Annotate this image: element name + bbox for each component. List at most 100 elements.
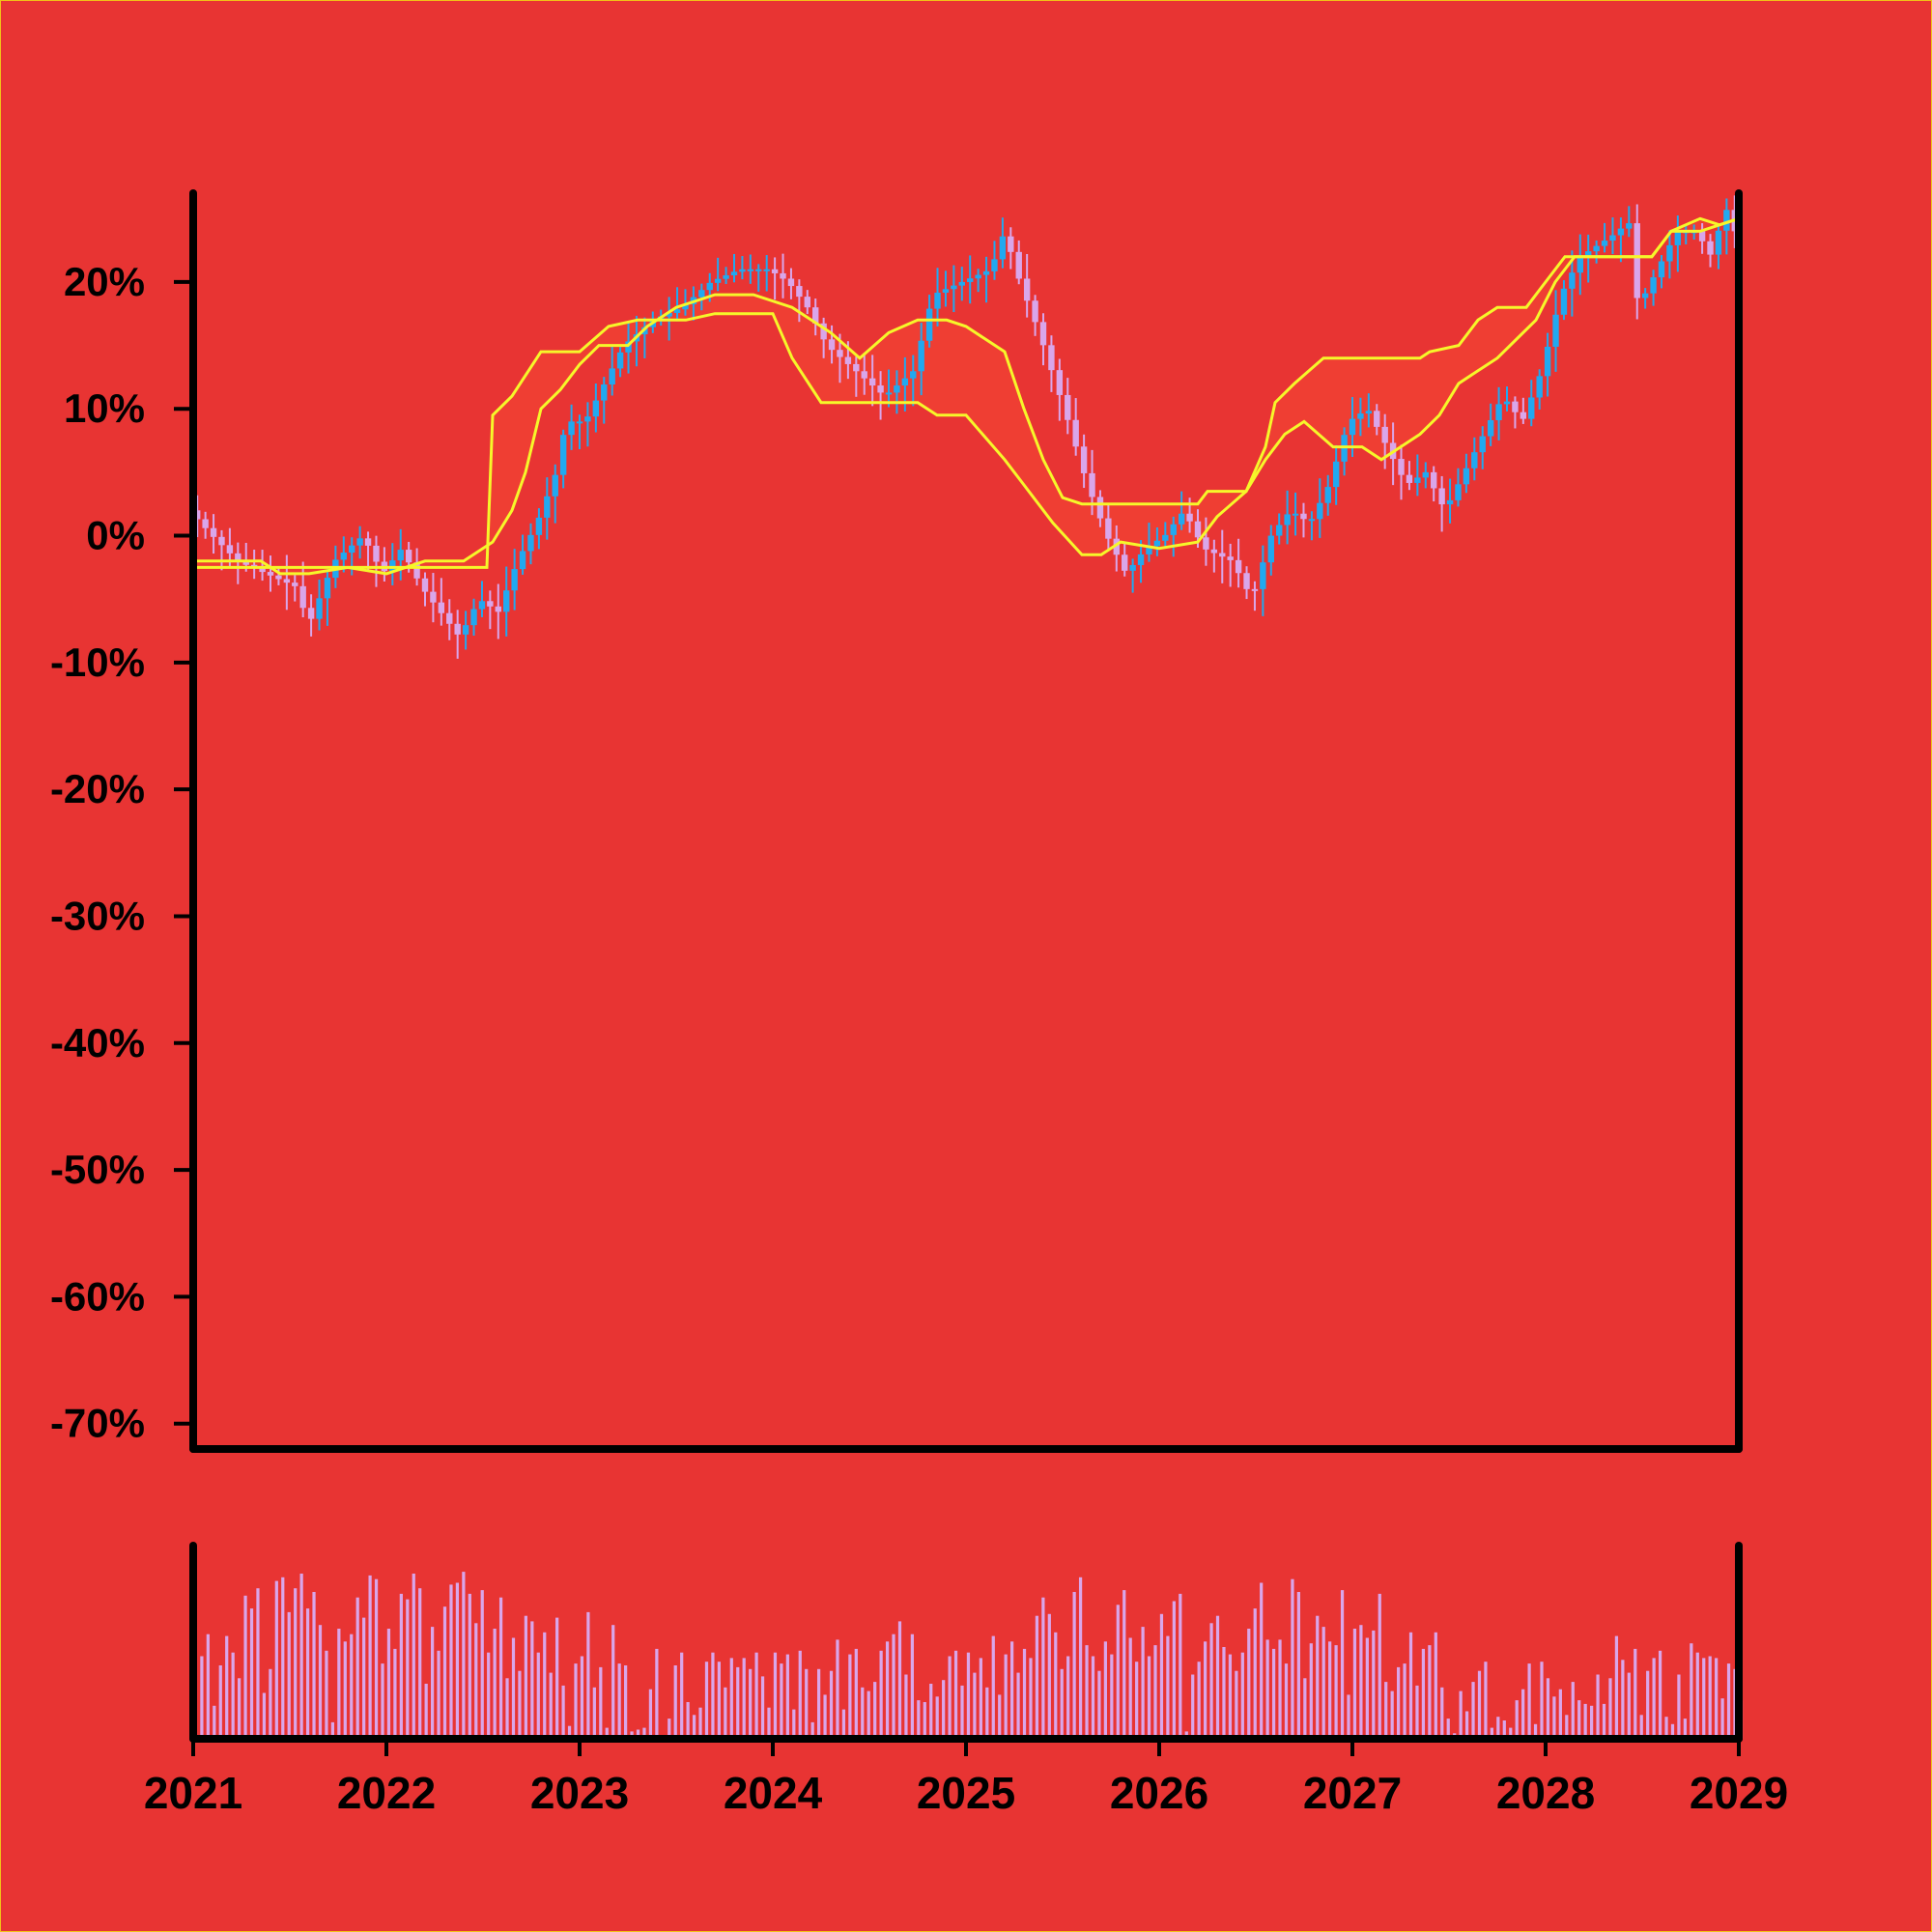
volume-bar bbox=[1702, 1658, 1706, 1739]
volume-bar bbox=[381, 1663, 384, 1739]
candle-body bbox=[1585, 251, 1592, 257]
candle-body bbox=[559, 435, 567, 475]
volume-bar bbox=[1533, 1723, 1538, 1739]
volume-bar bbox=[368, 1575, 372, 1739]
volume-bar bbox=[1010, 1641, 1014, 1739]
candle-body bbox=[364, 538, 372, 546]
candle-body bbox=[527, 534, 534, 552]
candle-body bbox=[1569, 272, 1576, 289]
volume-bar bbox=[1378, 1593, 1381, 1739]
volume-bar bbox=[798, 1650, 802, 1739]
candle-body bbox=[1194, 521, 1202, 538]
volume-bar bbox=[729, 1658, 733, 1739]
volume-bar bbox=[580, 1656, 584, 1739]
candle-body bbox=[1065, 394, 1071, 420]
candle-body bbox=[925, 308, 933, 341]
candle-body bbox=[1487, 419, 1494, 437]
volume-bar bbox=[312, 1592, 316, 1739]
candle-layer bbox=[194, 195, 1738, 659]
candle-body bbox=[1634, 223, 1640, 298]
volume-bar bbox=[487, 1652, 491, 1739]
candle-body bbox=[730, 271, 738, 276]
volume-bar bbox=[841, 1709, 846, 1739]
candle-body bbox=[349, 545, 355, 554]
volume-bar bbox=[867, 1690, 870, 1739]
candle-body bbox=[1324, 487, 1331, 503]
volume-bar bbox=[1477, 1670, 1482, 1739]
volume-bar bbox=[225, 1635, 229, 1739]
volume-bar bbox=[386, 1629, 391, 1739]
candle-body bbox=[763, 269, 770, 271]
volume-bar bbox=[1004, 1654, 1008, 1739]
candle-body bbox=[1162, 534, 1169, 541]
volume-bar bbox=[1265, 1639, 1269, 1739]
volume-bar bbox=[524, 1615, 527, 1739]
volume-bar bbox=[998, 1694, 1002, 1739]
volume-bar bbox=[1066, 1656, 1070, 1739]
volume-bar bbox=[724, 1687, 727, 1739]
volume-bars bbox=[200, 1572, 1744, 1739]
volume-bar bbox=[642, 1727, 646, 1739]
volume-bar bbox=[942, 1680, 946, 1739]
y-tick-label: -10% bbox=[50, 639, 145, 685]
candle-body bbox=[698, 290, 705, 298]
volume-bar bbox=[829, 1670, 834, 1739]
candle-body bbox=[1146, 546, 1152, 554]
candle-body bbox=[1723, 210, 1730, 231]
candle-body bbox=[1398, 459, 1405, 475]
candle-body bbox=[1512, 401, 1519, 412]
candle-body bbox=[1609, 235, 1616, 242]
volume-bar bbox=[1583, 1703, 1587, 1739]
volume-bar bbox=[325, 1650, 328, 1739]
volume-bar bbox=[1260, 1582, 1264, 1739]
volume-bar bbox=[1677, 1674, 1681, 1739]
candle-body bbox=[275, 575, 282, 580]
volume-bar bbox=[624, 1665, 628, 1739]
band-fill bbox=[193, 218, 1739, 574]
volume-bar bbox=[1502, 1720, 1506, 1739]
candle-body bbox=[1438, 488, 1445, 505]
candle-body bbox=[1544, 346, 1551, 377]
candle-body bbox=[1560, 288, 1568, 315]
volume-bar bbox=[979, 1658, 982, 1739]
candle-body bbox=[584, 416, 591, 422]
volume-bar bbox=[418, 1588, 422, 1739]
volume-bar bbox=[1690, 1643, 1693, 1739]
volume-bar bbox=[256, 1588, 260, 1739]
volume-bar bbox=[343, 1641, 347, 1739]
volume-bar bbox=[561, 1685, 565, 1739]
volume-bar bbox=[1390, 1690, 1394, 1739]
volume-bar bbox=[269, 1668, 272, 1739]
volume-bar bbox=[350, 1634, 354, 1739]
volume-bar bbox=[805, 1668, 809, 1739]
volume-bar bbox=[611, 1625, 615, 1739]
volume-bar bbox=[861, 1687, 865, 1739]
volume-bar bbox=[294, 1588, 298, 1739]
volume-bar bbox=[749, 1668, 753, 1739]
candle-body bbox=[910, 371, 917, 379]
candle-body bbox=[552, 474, 558, 497]
volume-bar bbox=[530, 1621, 534, 1739]
candle-body bbox=[487, 601, 494, 607]
candle-body bbox=[918, 340, 924, 372]
volume-bar bbox=[1509, 1727, 1513, 1739]
candle-body bbox=[1032, 300, 1038, 323]
candle-body bbox=[1122, 554, 1128, 571]
candle-body bbox=[226, 545, 234, 554]
volume-bar bbox=[960, 1685, 964, 1739]
volume-bar bbox=[362, 1617, 366, 1739]
volume-bar bbox=[686, 1702, 690, 1739]
volume-bar bbox=[299, 1574, 303, 1739]
x-tick-label: 2025 bbox=[917, 1768, 1015, 1818]
candle-body bbox=[568, 421, 575, 436]
candle-body bbox=[495, 606, 501, 612]
candle-body bbox=[1219, 553, 1226, 557]
candle-body bbox=[747, 269, 754, 271]
volume-bar bbox=[493, 1629, 497, 1739]
volume-bar bbox=[1321, 1627, 1325, 1739]
candle-body bbox=[259, 568, 266, 573]
volume-bar bbox=[1565, 1715, 1569, 1739]
volume-bar bbox=[698, 1707, 702, 1739]
candle-body bbox=[1495, 404, 1502, 420]
